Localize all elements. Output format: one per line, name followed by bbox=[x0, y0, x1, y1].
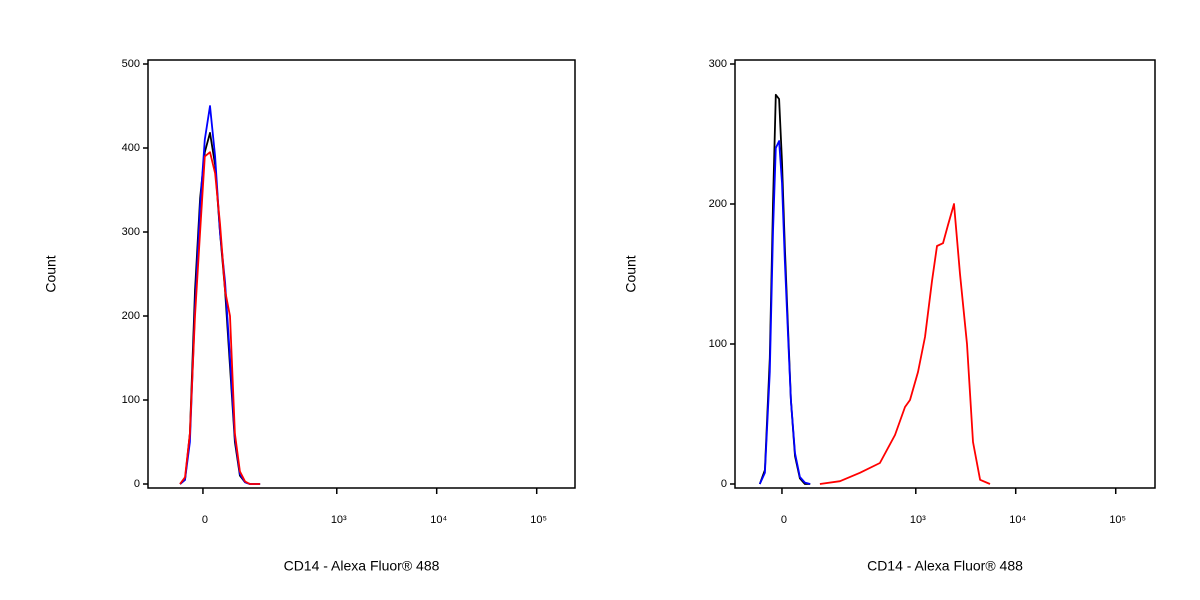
histogram-line bbox=[819, 203, 991, 485]
x-tick-label: 10⁴ bbox=[1009, 514, 1026, 526]
y-tick-label: 400 bbox=[122, 142, 140, 154]
panel: 0 100 200 300 400 500 0 10³ 10⁴ 10⁵ CD14 - Alexa F… bbox=[43, 58, 576, 574]
y-tick-label: 200 bbox=[709, 198, 727, 210]
y-tick-label: 500 bbox=[122, 58, 140, 70]
y-tick-label: 100 bbox=[709, 338, 727, 350]
x-tick-label: 10⁵ bbox=[530, 514, 547, 526]
histogram-line bbox=[758, 140, 811, 485]
y-tick-label: 0 bbox=[721, 478, 727, 490]
plot-frame bbox=[147, 59, 576, 489]
histogram-line bbox=[179, 151, 261, 485]
y-tick-label: 300 bbox=[122, 226, 140, 238]
y-axis-label: Count bbox=[43, 255, 59, 292]
histogram-line bbox=[179, 132, 261, 485]
y-tick-label: 300 bbox=[709, 58, 727, 70]
x-axis-label: CD14 - Alexa Fluor® 488 bbox=[284, 558, 440, 574]
x-tick-label: 10⁵ bbox=[1109, 514, 1126, 526]
x-tick-label: 0 bbox=[202, 514, 208, 526]
x-tick-label: 10⁴ bbox=[430, 514, 447, 526]
y-tick-label: 0 bbox=[134, 478, 140, 490]
x-axis-label: CD14 - Alexa Fluor® 488 bbox=[867, 558, 1023, 574]
x-tick-label: 10³ bbox=[910, 514, 926, 526]
y-tick-label: 100 bbox=[122, 394, 140, 406]
y-axis-label: Count bbox=[623, 255, 639, 292]
y-tick-label: 200 bbox=[122, 310, 140, 322]
histogram-line bbox=[179, 105, 261, 485]
panel: 0 100 200 300 0 10³ 10⁴ 10⁵ CD14 - Alexa Fluor® … bbox=[623, 58, 1156, 574]
plot-frame bbox=[734, 59, 1156, 489]
x-tick-label: 10³ bbox=[331, 514, 347, 526]
x-tick-label: 0 bbox=[781, 514, 787, 526]
